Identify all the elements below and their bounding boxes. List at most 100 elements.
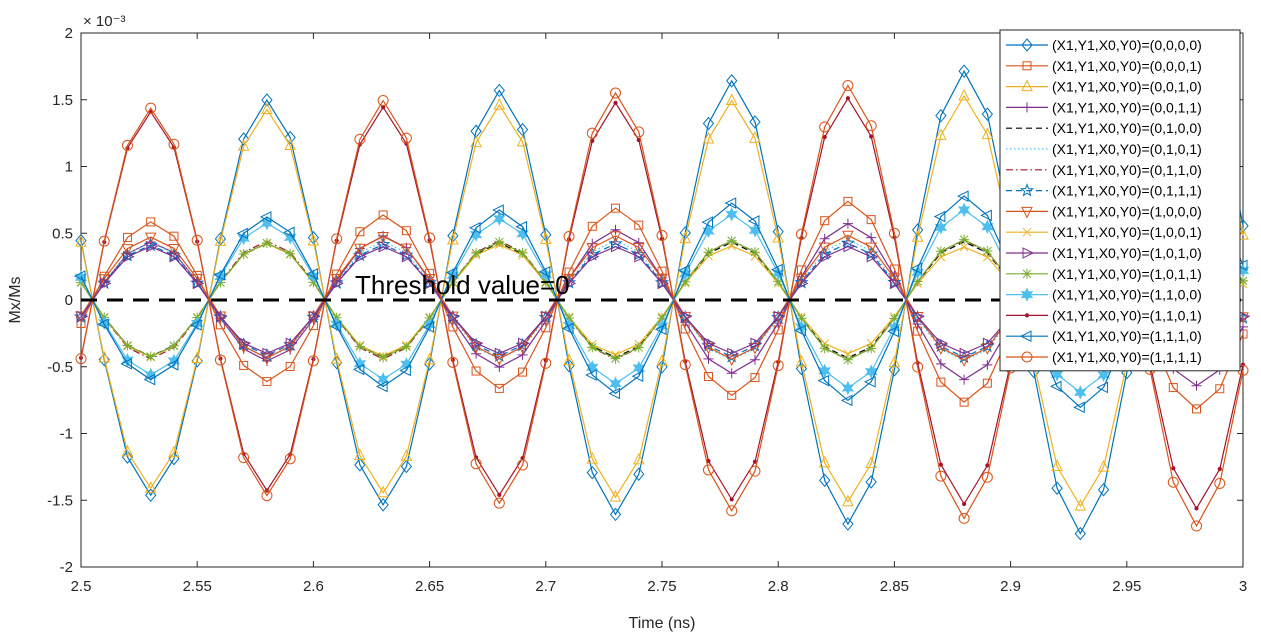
legend-item: (X1,Y1,X0,Y0)=(0,0,0,1) <box>1006 58 1202 74</box>
data-point <box>980 209 992 222</box>
data-point <box>561 322 574 335</box>
data-point <box>747 215 760 227</box>
data-point <box>378 210 388 220</box>
data-point <box>866 232 877 243</box>
data-point <box>493 497 505 509</box>
data-point <box>1235 259 1248 272</box>
data-point <box>864 364 878 379</box>
data-point <box>73 270 86 282</box>
y-tick-label: -0.5 <box>47 359 73 376</box>
data-point <box>354 243 366 256</box>
data-point <box>982 359 993 370</box>
data-point <box>911 265 924 280</box>
data-point <box>497 492 502 498</box>
data-point <box>632 452 645 465</box>
data-point <box>515 220 528 233</box>
data-point <box>121 352 134 368</box>
x-tick-label: 2.95 <box>1112 578 1141 595</box>
data-point <box>214 354 226 366</box>
legend-label: (X1,Y1,X0,Y0)=(0,0,1,1) <box>1052 99 1202 115</box>
data-point <box>657 313 667 324</box>
legend-item: (X1,Y1,X0,Y0)=(0,1,1,1) <box>1006 183 1202 199</box>
data-point <box>703 337 716 350</box>
data-point <box>493 353 506 366</box>
data-point <box>749 465 761 477</box>
data-point <box>448 310 460 323</box>
data-point <box>679 231 692 244</box>
data-point <box>1194 506 1199 511</box>
data-point <box>563 230 575 242</box>
data-point <box>727 347 739 360</box>
data-point <box>726 235 737 246</box>
data-point <box>400 243 413 256</box>
data-point <box>168 138 180 150</box>
data-point <box>818 242 831 255</box>
data-point <box>726 368 737 379</box>
data-point <box>913 310 925 323</box>
data-point <box>725 207 738 222</box>
data-point <box>631 370 644 383</box>
data-point <box>934 220 948 235</box>
data-point <box>586 452 599 464</box>
data-point <box>259 211 272 223</box>
data-point <box>423 317 436 332</box>
data-point <box>168 340 179 351</box>
data-point <box>377 485 389 498</box>
data-point <box>587 221 597 231</box>
data-point <box>911 230 924 242</box>
data-point <box>633 342 644 353</box>
data-point <box>609 490 622 502</box>
data-point <box>1217 466 1222 472</box>
data-point <box>261 102 273 114</box>
data-point <box>958 512 970 524</box>
data-point <box>633 467 645 481</box>
data-point <box>843 349 853 359</box>
data-point <box>819 343 830 354</box>
data-point <box>752 459 758 464</box>
data-point <box>843 196 853 206</box>
data-point <box>284 130 296 145</box>
x-tick-label: 2.9 <box>1000 578 1021 595</box>
data-point <box>958 355 970 367</box>
data-point <box>517 349 528 360</box>
y-tick-label: -1.5 <box>47 492 73 509</box>
data-point <box>586 465 598 480</box>
data-point <box>748 223 762 238</box>
data-point <box>1049 380 1062 393</box>
data-point <box>99 277 112 290</box>
data-point <box>378 240 391 253</box>
data-point <box>726 505 738 517</box>
data-point <box>166 359 179 371</box>
data-point <box>634 250 646 263</box>
x-tick-label: 2.75 <box>647 578 676 595</box>
data-point <box>168 445 180 458</box>
data-point <box>796 313 807 324</box>
legend-label: (X1,Y1,X0,Y0)=(0,0,0,0) <box>1052 37 1202 53</box>
data-point <box>981 107 994 121</box>
data-point <box>423 352 436 365</box>
y-tick-label: -1 <box>60 426 73 443</box>
x-axis-label: Time (ns) <box>629 615 696 632</box>
data-point <box>888 227 900 239</box>
y-tick-label: 0.5 <box>52 225 73 242</box>
data-point <box>517 247 528 258</box>
data-point <box>936 337 948 350</box>
data-point <box>749 115 761 129</box>
data-point <box>143 373 156 386</box>
data-point <box>1097 367 1110 383</box>
data-point <box>634 220 644 230</box>
data-point <box>447 311 459 324</box>
data-point <box>1191 520 1203 532</box>
y-tick-label: 1.5 <box>52 92 73 109</box>
data-point <box>1073 401 1085 414</box>
data-point <box>982 378 992 388</box>
data-point <box>842 517 854 531</box>
legend-item: (X1,Y1,X0,Y0)=(1,0,0,0) <box>1006 203 1202 219</box>
data-point <box>771 263 783 276</box>
data-point <box>493 83 505 98</box>
y-tick-label: 2 <box>65 25 73 42</box>
data-point <box>97 315 111 331</box>
data-point <box>820 250 832 263</box>
data-point <box>724 197 737 209</box>
